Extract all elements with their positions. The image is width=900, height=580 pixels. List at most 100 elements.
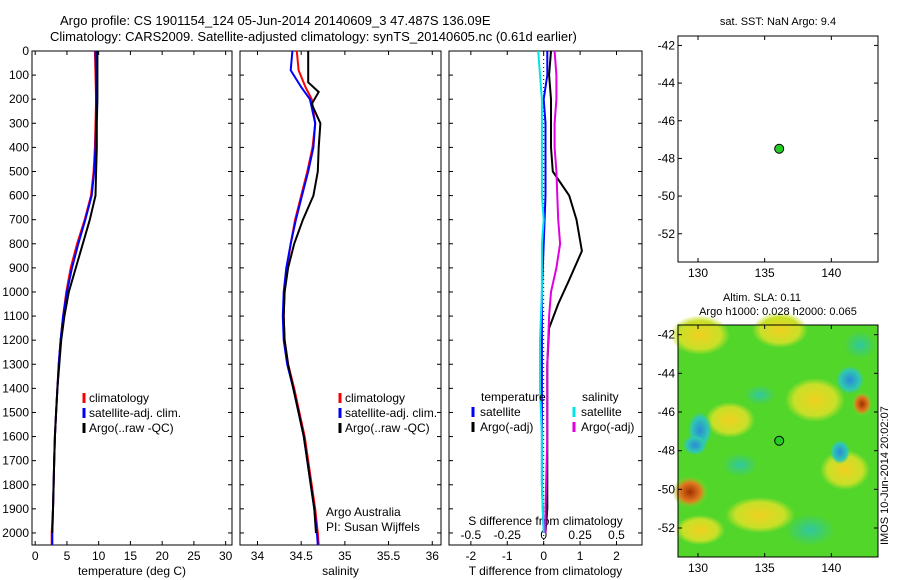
legend-entry: Argo(..raw -QC): [345, 421, 430, 435]
legend-header-temperature: temperature: [481, 390, 546, 404]
credit-pi: PI: Susan Wijffels: [326, 520, 420, 534]
map-y-tick-label: -52: [658, 227, 676, 241]
y-tick-label: 1900: [2, 502, 29, 516]
legend-entry: satellite: [581, 405, 622, 419]
map-x-tick-label: 140: [821, 266, 841, 280]
map-y-tick-label: -42: [658, 328, 676, 342]
x-tick-label-difference: 2: [613, 549, 620, 563]
map-y-tick-label: -46: [658, 405, 676, 419]
y-tick-label: 1800: [2, 478, 29, 492]
x-tick-label-temperature: 0: [32, 549, 39, 563]
map-frame-sla-map: [677, 324, 879, 558]
y-tick-label: 1300: [2, 357, 29, 371]
map-y-tick-label: -50: [658, 189, 676, 203]
title-line-1: Argo profile: CS 1901154_124 05-Jun-2014…: [60, 13, 491, 28]
x-tick-label-temperature: 25: [187, 549, 201, 563]
map-y-tick-label: -42: [658, 38, 676, 52]
x-tick-label-temperature: 5: [64, 549, 71, 563]
map-y-tick-label: -48: [658, 151, 676, 165]
x-tick-label-salinity: 35: [338, 549, 352, 563]
x-tick-label-difference: 0: [540, 549, 547, 563]
legend-entry: satellite: [480, 405, 521, 419]
y-tick-label: 1500: [2, 405, 29, 419]
sla-map-title-2: Argo h1000: 0.028 h2000: 0.065: [699, 306, 857, 318]
credit-org: Argo Australia: [326, 505, 401, 519]
series-line-difference-2: [537, 50, 545, 534]
y-tick-label: 900: [9, 261, 29, 275]
y-tick-label: 1600: [2, 430, 29, 444]
map-y-tick-label: -52: [658, 521, 676, 535]
x-axis-label-salinity: salinity: [322, 564, 359, 578]
sla-anomaly-blob: [836, 366, 864, 394]
x-tick-label-salinity: 35.5: [377, 549, 401, 563]
y-tick-label: 700: [9, 213, 29, 227]
x-tick-label-salinity: 34.5: [289, 549, 313, 563]
panel-frame-salinity: [239, 50, 442, 546]
argo-float-marker: [774, 143, 785, 154]
x-axis-label-temperature: temperature (deg C): [78, 564, 186, 578]
map-x-tick-label: 130: [688, 266, 708, 280]
x-tick-label-temperature: 30: [219, 549, 233, 563]
legend-header-salinity: salinity: [582, 390, 619, 404]
sla-anomaly-blob: [683, 435, 707, 455]
legend-entry: satellite-adj. clim.: [89, 406, 181, 420]
sla-anomaly-blob: [744, 385, 776, 405]
sla-anomaly-blob: [844, 331, 876, 359]
sla-anomaly-blob: [852, 392, 872, 416]
sla-anomaly-blob: [785, 514, 835, 546]
x-tick-label-salinity: 34: [251, 549, 265, 563]
y-tick-label: 500: [9, 164, 29, 178]
salinity-tick-label: 0: [540, 528, 547, 542]
sla-anomaly-blob: [725, 497, 795, 533]
y-tick-label: 0: [22, 44, 29, 58]
map-y-tick-label: -50: [658, 482, 676, 496]
series-line-temperature-2: [51, 51, 99, 534]
map-frame-sst-map: [677, 35, 879, 263]
sla-anomaly-blob: [752, 312, 808, 348]
y-tick-label: 600: [9, 189, 29, 203]
x-axis-label-difference: T difference from climatology: [469, 564, 623, 578]
map-y-tick-label: -48: [658, 444, 676, 458]
sla-anomaly-blob: [705, 402, 755, 438]
map-y-tick-label: -44: [658, 76, 676, 90]
y-tick-label: 2000: [2, 526, 29, 540]
sla-anomaly-blob: [820, 450, 870, 490]
panel-frame-temperature: [31, 50, 233, 546]
y-tick-label: 1700: [2, 454, 29, 468]
sla-anomaly-blob: [830, 440, 850, 464]
sla-anomaly-blob: [785, 378, 845, 422]
argo-float-marker: [774, 435, 785, 446]
y-tick-label: 200: [9, 92, 29, 106]
y-tick-label: 800: [9, 237, 29, 251]
x-tick-label-temperature: 20: [155, 549, 169, 563]
series-line-salinity-2: [282, 51, 322, 534]
y-tick-label: 1200: [2, 333, 29, 347]
map-x-tick-label: 135: [755, 266, 775, 280]
x-tick-label-difference: 1: [577, 549, 584, 563]
y-tick-label: 400: [9, 140, 29, 154]
x-tick-label-difference: -2: [466, 549, 477, 563]
sla-anomaly-blob: [675, 515, 725, 545]
sla-anomaly-blob: [722, 453, 758, 477]
sla-map-title-1: Altim. SLA: 0.11: [723, 292, 801, 304]
legend-entry: climatology: [89, 391, 149, 405]
salinity-tick-label: -0.25: [494, 528, 522, 542]
map-y-tick-label: -46: [658, 114, 676, 128]
x-tick-label-salinity: 36: [426, 549, 440, 563]
series-line-difference-3: [544, 50, 562, 533]
y-tick-label: 1400: [2, 381, 29, 395]
legend-entry: Argo(-adj): [581, 420, 634, 434]
map-x-tick-label: 135: [755, 561, 775, 575]
title-line-2: Climatology: CARS2009. Satellite-adjuste…: [50, 29, 577, 44]
sla-map-side-label: IMOS 10-Jun-2014 20:02:07: [879, 406, 891, 545]
salinity-tick-label: 0.5: [608, 528, 625, 542]
y-tick-label: 1100: [3, 309, 29, 323]
x-tick-label-temperature: 15: [124, 549, 138, 563]
sst-map-title: sat. SST: NaN Argo: 9.4: [720, 16, 836, 28]
legend-entry: climatology: [345, 391, 405, 405]
y-tick-label: 300: [9, 116, 29, 130]
legend-entry: satellite-adj. clim.: [345, 406, 437, 420]
salinity-tick-label: 0.25: [568, 528, 592, 542]
y-tick-label: 1000: [2, 285, 29, 299]
